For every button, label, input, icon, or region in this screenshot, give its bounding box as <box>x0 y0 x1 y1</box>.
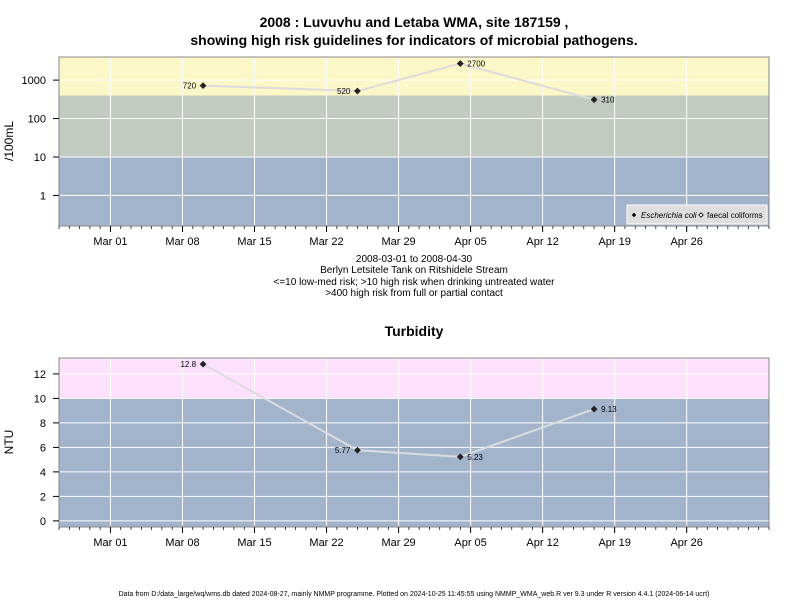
x-tick-label-5: Apr 05 <box>454 236 486 248</box>
x-tick-label-0: Mar 01 <box>93 537 127 549</box>
x-tick-label-2: Mar 15 <box>237 537 271 549</box>
subtitle-guideline-contact: >400 high risk from full or partial cont… <box>325 288 503 299</box>
x-tick-label-8: Apr 26 <box>670 537 702 549</box>
legend-marker-faecal <box>698 212 704 218</box>
data-label-0: 720 <box>183 82 197 91</box>
chart-title-line1: 2008 : Luvuvhu and Letaba WMA, site 1871… <box>260 14 569 30</box>
data-label-3: 310 <box>601 96 615 105</box>
data-point-3 <box>590 96 598 104</box>
footer-note: Data from D:/data_large/wq/wms.db dated … <box>119 591 710 598</box>
data-point-3 <box>590 405 598 413</box>
x-tick-label-4: Mar 29 <box>381 236 415 248</box>
x-tick-label-6: Apr 12 <box>526 537 558 549</box>
data-label-1: 5.77 <box>335 446 351 455</box>
chart-title-line2: showing high risk guidelines for indicat… <box>190 32 637 48</box>
y-tick-label-2: 100 <box>28 114 46 126</box>
x-tick-label-1: Mar 08 <box>165 537 199 549</box>
data-point-1 <box>354 87 361 95</box>
legend-label-ecoli: Escherichia coli <box>641 211 697 220</box>
y-tick-label-1: 2 <box>40 491 46 503</box>
subtitle-block: 2008-03-01 to 2008-04-30 Berlyn Letsitel… <box>274 254 556 299</box>
microbial-panel: Mar 01 Mar 08 Mar 15 Mar 22 Mar 29 Apr 05 Apr … <box>2 56 770 248</box>
x-tick-label-3: Mar 22 <box>309 537 343 549</box>
data-label-0: 12.8 <box>180 360 196 369</box>
y-tick-label-6: 12 <box>34 369 46 381</box>
x-tick-label-6: Apr 12 <box>526 236 558 248</box>
x-tick-label-8: Apr 26 <box>670 236 702 248</box>
y-tick-label-0: 1 <box>40 190 46 202</box>
x-tick-label-5: Apr 05 <box>454 537 486 549</box>
series-line-0 <box>202 363 595 458</box>
y-tick-label-3: 6 <box>40 442 46 454</box>
subtitle-guideline-drinking: <=10 low-med risk; >10 high risk when dr… <box>274 277 556 288</box>
data-point-1 <box>354 446 361 454</box>
data-label-2: 2700 <box>467 60 485 69</box>
x-tick-label-7: Apr 19 <box>598 236 630 248</box>
y-tick-label-4: 8 <box>40 418 46 430</box>
legend: Escherichia coli faecal coliforms <box>626 204 768 225</box>
risk-band-1 <box>59 358 769 399</box>
series-line-0 <box>203 62 595 101</box>
data-label-2: 5.23 <box>467 453 483 462</box>
data-label-1: 520 <box>337 87 351 96</box>
y-tick-label-2: 4 <box>40 467 46 479</box>
turbidity-panel: Mar 01 Mar 08 Mar 15 Mar 22 Mar 29 Apr 05 Apr … <box>2 357 770 549</box>
turbidity-title: Turbidity <box>385 323 444 339</box>
risk-band-1 <box>59 95 769 157</box>
x-tick-label-2: Mar 15 <box>237 236 271 248</box>
x-tick-label-1: Mar 08 <box>165 236 199 248</box>
y-tick-label-0: 0 <box>40 516 46 528</box>
legend-box <box>626 204 768 225</box>
plot-frame <box>58 357 770 528</box>
data-label-3: 9.13 <box>601 405 617 414</box>
y-axis-label: /100mL <box>2 121 16 161</box>
subtitle-site: Berlyn Letsitele Tank on Ritshidele Stre… <box>320 265 508 276</box>
data-point-2 <box>456 453 464 461</box>
risk-band-0 <box>59 398 769 527</box>
x-tick-label-0: Mar 01 <box>93 236 127 248</box>
legend-marker-ecoli <box>631 212 637 218</box>
subtitle-date-range: 2008-03-01 to 2008-04-30 <box>356 254 473 265</box>
x-tick-label-7: Apr 19 <box>598 537 630 549</box>
data-point-0 <box>199 360 207 368</box>
data-point-2 <box>456 60 464 67</box>
legend-label-faecal: faecal coliforms <box>707 211 763 220</box>
data-point-0 <box>199 82 207 90</box>
y-tick-label-1: 10 <box>34 152 46 164</box>
x-tick-label-4: Mar 29 <box>381 537 415 549</box>
y-axis-label: NTU <box>2 430 16 455</box>
y-tick-label-5: 10 <box>34 393 46 405</box>
x-tick-label-3: Mar 22 <box>309 236 343 248</box>
plot-frame <box>58 56 770 227</box>
y-tick-label-3: 1000 <box>22 75 46 87</box>
